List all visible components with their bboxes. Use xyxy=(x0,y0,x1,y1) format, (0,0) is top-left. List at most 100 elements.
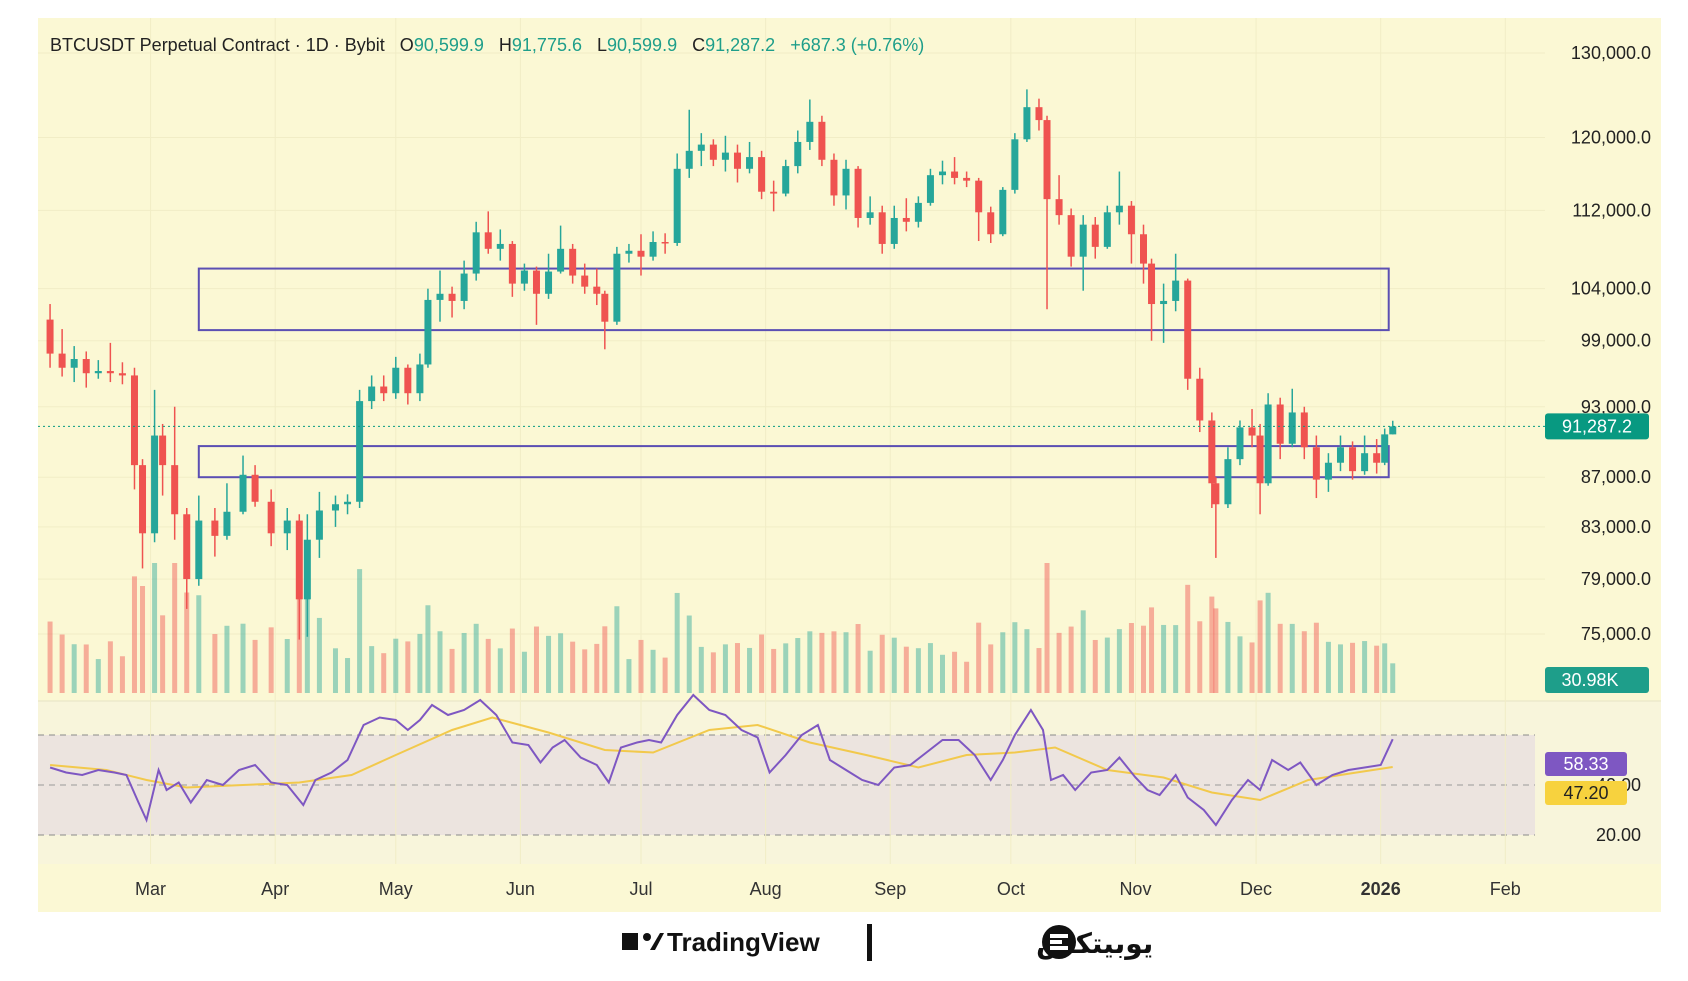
candle-body xyxy=(818,121,826,160)
volume-bar xyxy=(509,628,515,693)
candle-body xyxy=(914,202,922,222)
volume-label: 30.98K xyxy=(1561,670,1618,690)
close-value: 91,287.2 xyxy=(705,35,775,55)
x-tick-label: 2026 xyxy=(1361,879,1401,899)
volume-bar xyxy=(558,633,564,693)
candle-body xyxy=(1140,234,1147,264)
price-pane-background xyxy=(38,18,1661,701)
candle-body xyxy=(926,175,934,203)
open-label: O xyxy=(400,35,414,55)
high-label: H xyxy=(499,35,512,55)
volume-bar xyxy=(369,646,375,693)
candle-body xyxy=(1373,453,1381,463)
candle-body xyxy=(1196,378,1204,421)
candle-body xyxy=(106,371,114,374)
candle-body xyxy=(1055,199,1063,216)
candle-body xyxy=(890,217,898,244)
candle-body xyxy=(424,299,432,365)
volume-bar xyxy=(417,633,423,693)
volume-bar xyxy=(698,646,704,693)
volume-bar xyxy=(284,639,290,693)
volume-bar xyxy=(795,638,801,693)
volume-bar xyxy=(172,563,178,693)
candle-body xyxy=(1389,426,1397,435)
volume-bar xyxy=(855,624,861,693)
candle-body xyxy=(794,141,802,167)
zone-box xyxy=(197,445,1390,479)
candle-body xyxy=(866,212,874,218)
volume-bar xyxy=(940,654,945,693)
volume-bar xyxy=(1116,629,1122,693)
candle-body xyxy=(613,253,621,322)
volume-bar xyxy=(976,622,982,693)
candle-body xyxy=(902,217,910,222)
candle-body xyxy=(46,319,54,354)
candle-body xyxy=(987,212,995,235)
candle-body xyxy=(1127,205,1135,235)
candle-body xyxy=(195,520,203,580)
candle-body xyxy=(1381,434,1389,463)
rsi-value-badge xyxy=(1545,752,1627,776)
price-tick-label: 87,000.0 xyxy=(1581,467,1651,487)
candle-body xyxy=(1300,412,1308,448)
volume-bar xyxy=(546,635,552,693)
volume-bar xyxy=(1197,621,1203,693)
volume-bar xyxy=(1012,622,1018,693)
volume-bar xyxy=(131,576,137,693)
candle-body xyxy=(842,168,850,196)
symbol-label: BTCUSDT Perpetual Contract · 1D · Bybit xyxy=(50,35,385,55)
volume-bar xyxy=(252,639,258,693)
volume-bar xyxy=(879,634,885,693)
candle-body xyxy=(1264,404,1272,484)
price-tick-label: 99,000.0 xyxy=(1581,331,1651,351)
volume-bar xyxy=(1265,592,1271,693)
zone-box xyxy=(197,267,1390,332)
candle-body xyxy=(1148,263,1156,305)
candle-body xyxy=(1256,435,1264,484)
volume-bar xyxy=(184,592,190,693)
volume-bar xyxy=(771,648,777,693)
candle-body xyxy=(130,375,138,466)
candle-body xyxy=(1023,107,1031,140)
candle-body xyxy=(593,286,601,294)
volume-bar xyxy=(332,648,338,693)
x-tick-label: Jul xyxy=(629,879,652,899)
candle-body xyxy=(183,514,191,580)
volume-bar xyxy=(212,634,218,693)
candle-body xyxy=(1336,447,1344,463)
low-value: 90,599.9 xyxy=(607,35,677,55)
price-tick-label: 83,000.0 xyxy=(1581,517,1651,537)
candle-body xyxy=(1035,107,1043,121)
candle-body xyxy=(58,353,66,368)
rsi-value-label: 58.33 xyxy=(1563,754,1608,774)
x-tick-label: Oct xyxy=(997,879,1025,899)
volume-bar xyxy=(1056,632,1062,693)
volume-bar xyxy=(734,643,740,693)
volume-bar xyxy=(1374,645,1380,693)
candle-body xyxy=(1079,224,1087,257)
candle-body xyxy=(685,150,693,169)
price-tick-label: 93,000.0 xyxy=(1581,397,1651,417)
candle-body xyxy=(806,121,814,142)
candle-body xyxy=(1043,120,1051,200)
volume-bar xyxy=(316,617,322,693)
candle-body xyxy=(782,166,790,194)
x-tick-label: Dec xyxy=(1240,879,1272,899)
candle-body xyxy=(569,248,577,276)
volume-bar xyxy=(1024,629,1030,693)
volume-bar xyxy=(405,641,411,693)
candle-body xyxy=(581,275,589,287)
price-tick-label: 120,000.0 xyxy=(1571,128,1651,148)
price-tick-label: 104,000.0 xyxy=(1571,279,1651,299)
volume-bar xyxy=(831,631,837,693)
candle-body xyxy=(1276,404,1284,444)
volume-bar xyxy=(95,659,101,693)
volume-bar xyxy=(952,651,958,693)
volume-bar xyxy=(1289,623,1295,693)
candle-body xyxy=(939,171,946,176)
volume-bar xyxy=(393,638,399,693)
candle-body xyxy=(854,168,862,218)
candle-body xyxy=(601,293,609,322)
volume-bar xyxy=(1128,623,1134,693)
candle-body xyxy=(1324,462,1332,480)
